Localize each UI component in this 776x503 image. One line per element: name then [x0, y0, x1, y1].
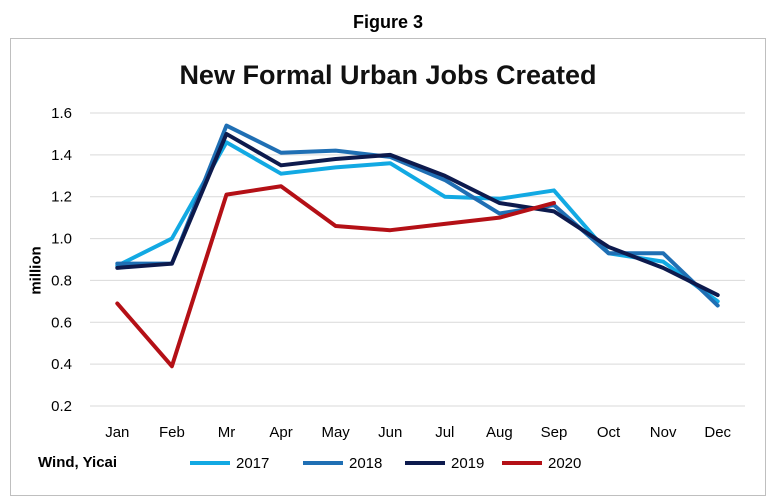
y-tick-label: 1.4: [51, 147, 72, 164]
y-tick-labels: 0.2 0.4 0.6 0.8 1.0 1.2 1.4 1.6: [51, 105, 72, 415]
x-tick-label: Sep: [541, 424, 568, 441]
x-tick-label: Oct: [597, 424, 621, 441]
x-tick-label: Dec: [704, 424, 731, 441]
series-lines: [115, 123, 720, 369]
y-tick-label: 0.4: [51, 356, 72, 373]
y-tick-label: 1.6: [51, 105, 72, 122]
x-tick-label: Jan: [105, 424, 129, 441]
y-tick-label: 1.0: [51, 231, 72, 248]
x-tick-label: Apr: [269, 424, 292, 441]
x-tick-label: May: [321, 424, 350, 441]
y-tick-label: 0.8: [51, 272, 72, 289]
legend-label-2017: 2017: [236, 455, 269, 472]
y-tick-label: 0.2: [51, 398, 72, 415]
series-line-2019: [115, 131, 720, 298]
x-tick-label: Mr: [218, 424, 236, 441]
x-tick-label: Feb: [159, 424, 185, 441]
x-tick-label: Aug: [486, 424, 513, 441]
legend-label-2018: 2018: [349, 455, 382, 472]
y-tick-label: 1.2: [51, 189, 72, 206]
x-tick-label: Jul: [435, 424, 454, 441]
figure-label: Figure 3: [352, 12, 423, 32]
series-line-2020: [115, 184, 556, 369]
x-tick-labels: Jan Feb Mr Apr May Jun Jul Aug Sep Oct Nov Dec: [105, 424, 731, 441]
legend-label-2020: 2020: [548, 455, 581, 472]
series-line-2018: [115, 123, 720, 308]
chart-frame: [10, 38, 766, 496]
y-tick-label: 0.6: [51, 314, 72, 331]
x-tick-label: Nov: [650, 424, 677, 441]
x-tick-label: Jun: [378, 424, 402, 441]
chart-title: New Formal Urban Jobs Created: [179, 60, 597, 90]
legend: 2017 2018 2019 2020: [190, 455, 581, 472]
source-label: Wind, Yicai: [38, 454, 118, 471]
legend-label-2019: 2019: [451, 455, 484, 472]
